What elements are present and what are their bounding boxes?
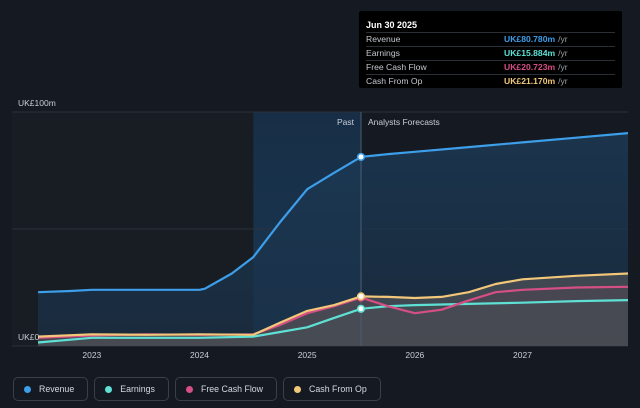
line-revenue [37,132,629,294]
legend-dot-icon [105,385,113,393]
legend-dot-icon [185,385,193,393]
tooltip-unit: /yr [558,76,568,86]
tooltip-label: Earnings [366,48,400,58]
legend-label: Cash From Op [309,384,367,394]
point-revenue [356,152,366,162]
forecast-label: Analysts Forecasts [368,117,440,127]
x-tick-label: 2025 [298,350,317,360]
tooltip-date: Jun 30 2025 [366,20,418,30]
legend-dot-icon [294,385,302,393]
tooltip-value: UK£21.170m [504,76,556,86]
area-earnings [38,300,628,346]
line-earnings [37,299,629,344]
area-cash-from-op [38,273,628,346]
x-tick-label: 2023 [82,350,101,360]
tooltip-value: UK£80.780m [504,34,556,44]
legend-label: Revenue [39,384,75,394]
legend-label: Free Cash Flow [200,384,264,394]
tooltip-unit: /yr [558,62,568,72]
legend-item-cash-from-op[interactable]: Cash From Op [283,377,381,401]
tooltip-value: UK£20.723m [504,62,556,72]
tooltip-value: UK£15.884m [504,48,556,58]
tooltip: Jun 30 2025 Revenue UK£80.780m /yr Earni… [359,11,622,88]
legend-item-revenue[interactable]: Revenue [13,377,89,401]
legend-item-free-cash-flow[interactable]: Free Cash Flow [174,377,278,401]
tooltip-unit: /yr [558,48,568,58]
past-label: Past [337,117,355,127]
tooltip-label: Free Cash Flow [366,62,427,72]
area-free-cash-flow [38,286,628,346]
chart-legend: Revenue Earnings Free Cash Flow Cash Fro… [13,377,381,401]
point-earnings [356,304,366,313]
legend-label: Earnings [120,384,155,394]
point-cash-from-op [356,292,366,301]
x-tick-label: 2027 [513,350,532,360]
tooltip-row-cash-from-op: Cash From Op UK£21.170m /yr [366,74,615,88]
tooltip-label: Cash From Op [366,76,423,86]
legend-dot-icon [24,385,31,393]
y-tick-top: UK£100m [18,98,56,108]
y-tick-zero: UK£0 [18,332,40,342]
tooltip-unit: /yr [558,34,568,44]
legend-item-earnings[interactable]: Earnings [94,377,169,401]
tooltip-label: Revenue [366,34,401,44]
x-tick-label: 2024 [190,350,209,360]
x-tick-label: 2026 [405,350,424,360]
tooltip-row-revenue: Revenue UK£80.780m /yr [366,32,615,46]
tooltip-row-earnings: Earnings UK£15.884m /yr [366,46,615,60]
tooltip-row-free-cash-flow: Free Cash Flow UK£20.723m /yr [366,60,615,74]
